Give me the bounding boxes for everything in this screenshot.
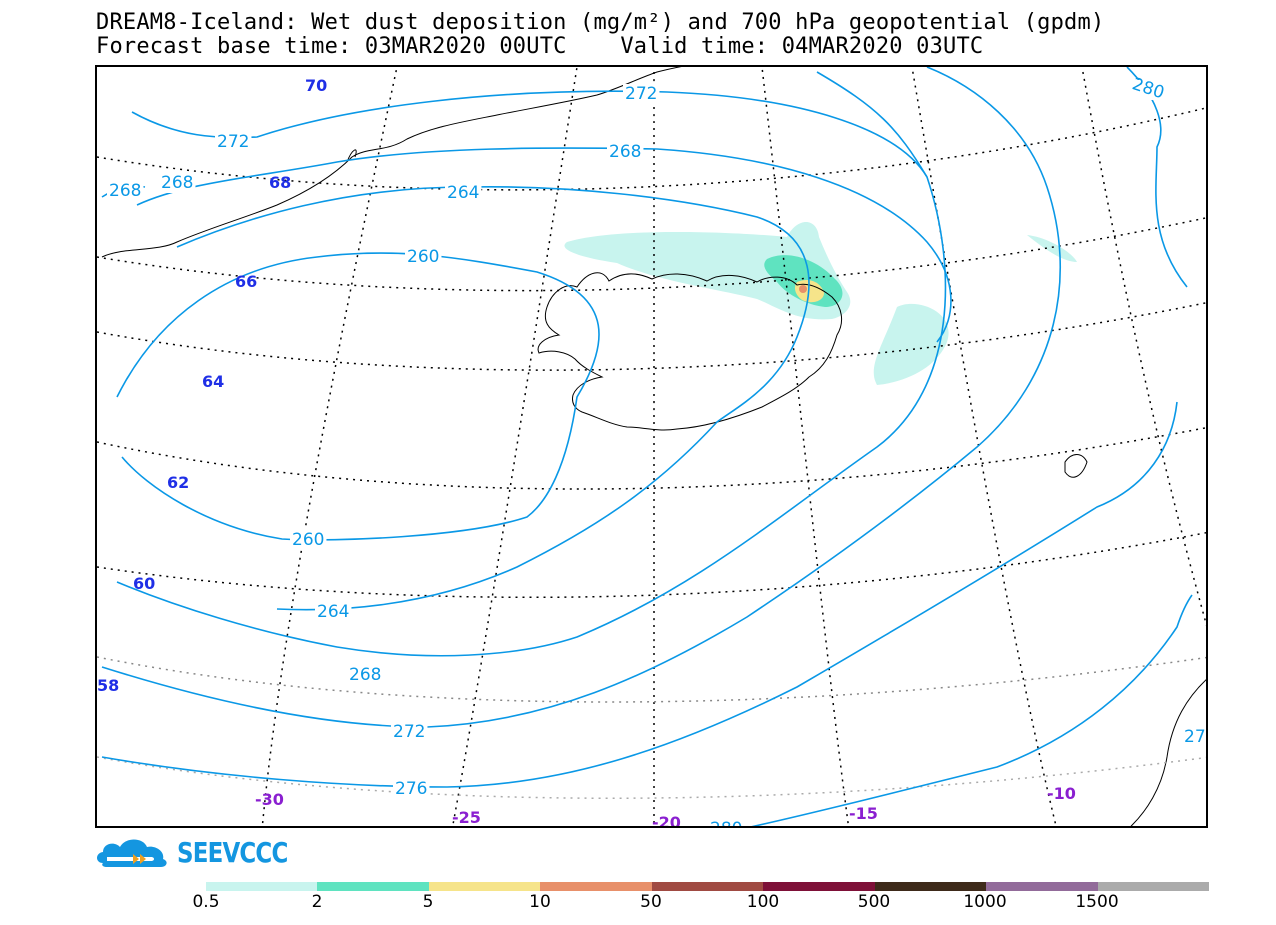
latitude-label: 64	[202, 372, 224, 391]
contour-label-halo	[159, 173, 196, 193]
geopotential-contours	[101, 67, 1193, 826]
faroe-islands	[1064, 454, 1088, 478]
parallel-58n	[97, 656, 1206, 703]
colorbar-label: 1000	[963, 892, 1007, 912]
colorbar-segment	[428, 882, 541, 891]
contour-label-halo	[623, 84, 660, 104]
map-canvas: 272 272 268 268 268 264 260 260 264 268 …	[97, 67, 1208, 828]
contour-label: 272	[217, 132, 249, 152]
parallel-64n	[97, 302, 1206, 371]
colorbar-segment	[651, 882, 764, 891]
latitude-label: 58	[97, 676, 119, 695]
contour-label-halo	[391, 722, 428, 742]
colorbar-segment	[206, 882, 318, 891]
contour-label: 276	[1184, 727, 1208, 747]
meridian-10w	[911, 67, 1057, 826]
meridian-15w	[761, 67, 850, 826]
contour-label: 260	[407, 247, 439, 267]
colorbar-label: 50	[640, 892, 662, 912]
contour-label-halo	[315, 602, 352, 622]
dust-area-peak	[799, 285, 807, 293]
contour-label-halo	[708, 819, 745, 826]
contour-label-halo	[607, 142, 644, 162]
latitude-label: 62	[167, 473, 189, 492]
contour-label: 260	[292, 530, 324, 550]
graticule	[97, 67, 1206, 826]
contour-label: 268	[349, 665, 381, 685]
map-subtitle-times: Forecast base time: 03MAR2020 00UTC Vali…	[96, 34, 984, 59]
dust-area-low-northeast	[1027, 235, 1077, 262]
contour-260	[116, 252, 600, 541]
latitude-label: 68	[269, 173, 291, 192]
colorbar-label: 0.5	[192, 892, 220, 912]
longitude-label: -30	[255, 790, 284, 809]
contour-label-halo	[405, 247, 442, 267]
coastlines	[101, 67, 1206, 826]
seevccc-logo: SEEVCCC	[93, 832, 312, 872]
iceland-coastline	[537, 272, 843, 431]
contour-264	[176, 185, 810, 611]
colorbar-label: 5	[422, 892, 434, 912]
longitude-label: -20	[652, 813, 681, 828]
parallel-68n	[97, 107, 1206, 191]
parallel-66n	[97, 217, 1206, 292]
longitude-label: -15	[849, 804, 878, 823]
contour-label: 280	[710, 819, 742, 828]
contour-268-south	[116, 71, 947, 657]
contour-label: 264	[447, 183, 479, 203]
meridian-5w	[1081, 67, 1206, 627]
contour-272-south	[101, 67, 1062, 728]
longitude-label: -25	[452, 808, 481, 827]
latitude-label: 60	[133, 574, 155, 593]
contour-label: 268	[109, 181, 141, 201]
colorbar-segment	[317, 882, 429, 891]
contour-label: 272	[625, 84, 657, 104]
contour-label-halo	[215, 132, 252, 152]
colorbar-segment	[763, 882, 875, 891]
map-panel[interactable]: 272 272 268 268 268 264 260 260 264 268 …	[95, 65, 1208, 828]
meridian-25w	[451, 67, 578, 826]
longitude-label: -10	[1047, 784, 1076, 803]
dust-deposition-shading	[564, 222, 1077, 385]
contour-label: 268	[609, 142, 641, 162]
map-title: DREAM8-Iceland: Wet dust deposition (mg/…	[96, 10, 1105, 35]
contour-280-south	[751, 594, 1193, 826]
colorbar-label: 10	[529, 892, 551, 912]
greenland-coastline	[101, 67, 682, 258]
contour-label-halo	[1130, 80, 1167, 100]
norway-coastline	[1130, 679, 1206, 826]
colorbar-segment	[540, 882, 652, 891]
contour-label-halo	[1182, 727, 1206, 747]
colorbar-label: 100	[746, 892, 780, 912]
contour-label-halo	[347, 665, 384, 685]
logo-text: SEEVCCC	[177, 835, 288, 869]
colorbar-label: 1500	[1075, 892, 1119, 912]
contour-label-halo	[107, 181, 144, 201]
colorbar-label: 500	[857, 892, 891, 912]
contour-label: 268	[161, 173, 193, 193]
contour-label: 276	[395, 779, 427, 799]
latitude-labels: 70 68 66 64 62 60 58	[97, 76, 327, 695]
colorbar-segment	[1097, 882, 1209, 891]
contour-276	[101, 401, 1178, 788]
contour-labels: 272 272 268 268 268 264 260 260 264 268 …	[107, 74, 1208, 828]
colorbar-segment	[986, 882, 1098, 891]
dust-area-low	[564, 222, 851, 320]
contour-label: 272	[393, 722, 425, 742]
dust-area-low-east	[873, 303, 949, 385]
colorbar-segment	[874, 882, 987, 891]
parallel-62n	[97, 426, 1206, 490]
colorbar-label: 2	[311, 892, 323, 912]
cloud-logo-icon	[97, 839, 167, 867]
latitude-label: 70	[305, 76, 327, 95]
latitude-label: 66	[235, 272, 257, 291]
contour-label-halo	[445, 183, 482, 203]
colorbar	[206, 882, 1209, 891]
contour-label: 264	[317, 602, 349, 622]
contour-label-halo	[393, 779, 430, 799]
contour-label-halo	[290, 530, 327, 550]
longitude-labels: -30 -25 -20 -15 -10	[255, 784, 1076, 828]
parallel-56n	[97, 756, 1206, 799]
